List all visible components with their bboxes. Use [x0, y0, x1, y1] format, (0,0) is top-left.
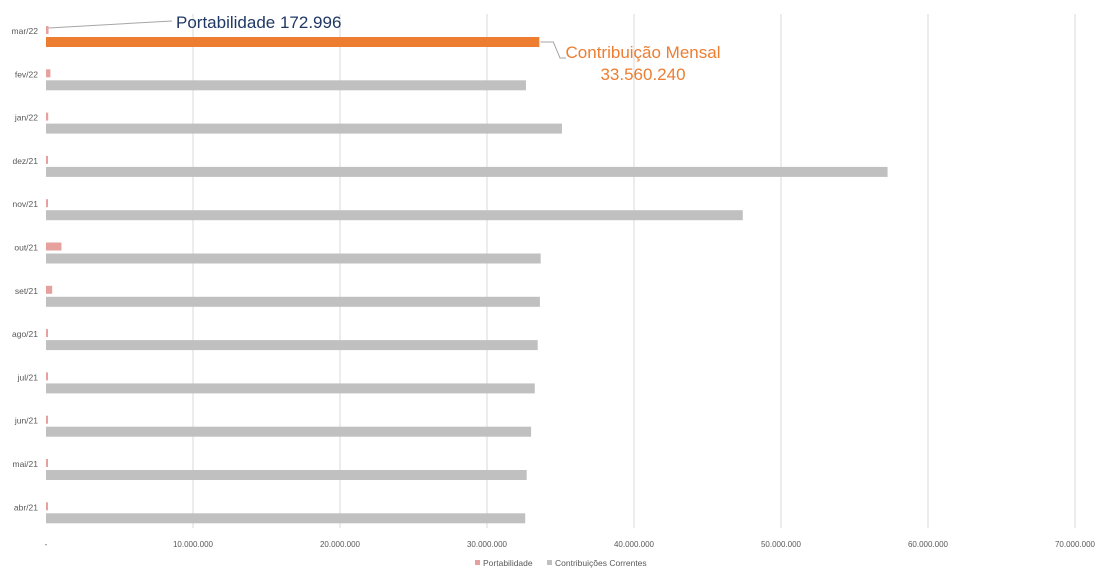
- annotation-contribuicao-mensal: Contribuição Mensal: [566, 43, 721, 62]
- bar-contribuicoes-correntes: [46, 340, 538, 351]
- x-tick-label: 70.000.000: [1055, 540, 1096, 549]
- bar-portabilidade: [46, 372, 48, 381]
- y-tick-label: mai/21: [12, 459, 38, 469]
- legend-label-contribuicoes: Contribuições Correntes: [555, 558, 647, 568]
- bar-portabilidade: [46, 459, 48, 467]
- bar-portabilidade: [46, 502, 48, 511]
- annotation-leader-line: [48, 20, 173, 29]
- y-tick-label: ago/21: [12, 329, 38, 339]
- annotation-leader-line: [540, 41, 566, 59]
- y-tick-label: dez/21: [12, 156, 38, 166]
- y-tick-label: set/21: [15, 286, 38, 296]
- annotation-contribuicao-value: 33.560.240: [600, 65, 685, 84]
- bar-contribuicoes-correntes: [46, 166, 888, 177]
- y-tick-label: mar/22: [12, 26, 39, 36]
- x-tick-label: 20.000.000: [320, 540, 361, 549]
- y-tick-label: nov/21: [12, 199, 38, 209]
- x-tick-label: 40.000.000: [614, 540, 655, 549]
- y-tick-label: out/21: [14, 243, 38, 253]
- bar-contribuicoes-correntes: [46, 123, 562, 134]
- bar-contribuicoes-correntes: [46, 426, 532, 437]
- bar-portabilidade: [46, 199, 48, 208]
- bar-portabilidade: [46, 415, 48, 424]
- legend-swatch-contribuicoes: [547, 560, 552, 565]
- bar-portabilidade: [46, 329, 48, 338]
- bar-portabilidade: [46, 242, 62, 251]
- y-tick-label: jan/22: [14, 113, 38, 123]
- bar-portabilidade: [46, 155, 48, 164]
- bar-contribuicoes-correntes: [46, 80, 526, 91]
- x-tick-label: 10.000.000: [173, 540, 214, 549]
- bar-contribuicoes-correntes: [46, 37, 540, 47]
- bar-portabilidade: [46, 285, 53, 294]
- bar-portabilidade: [46, 112, 49, 121]
- y-tick-label: jun/21: [14, 416, 38, 426]
- x-tick-label: 30.000.000: [467, 540, 508, 549]
- y-tick-label: jul/21: [17, 372, 39, 382]
- bar-contribuicoes-correntes: [46, 513, 526, 524]
- bar-contribuicoes-correntes: [46, 470, 527, 480]
- x-tick-label: 60.000.000: [908, 540, 949, 549]
- bar-portabilidade: [46, 26, 49, 34]
- bar-contribuicoes-correntes: [46, 296, 540, 307]
- bar-portabilidade: [46, 69, 51, 78]
- bar-contribuicoes-correntes: [46, 210, 743, 221]
- legend-swatch-portabilidade: [475, 560, 480, 565]
- bar-contribuicoes-correntes: [46, 383, 535, 394]
- bar-contribuicoes-correntes: [46, 253, 541, 264]
- y-tick-label: fev/22: [15, 69, 38, 79]
- legend-label-portabilidade: Portabilidade: [483, 558, 533, 568]
- y-tick-label: abr/21: [14, 502, 38, 512]
- annotation-portabilidade: Portabilidade 172.996: [176, 13, 341, 32]
- x-tick-label: 50.000.000: [761, 540, 802, 549]
- x-tick-label: -: [45, 540, 48, 549]
